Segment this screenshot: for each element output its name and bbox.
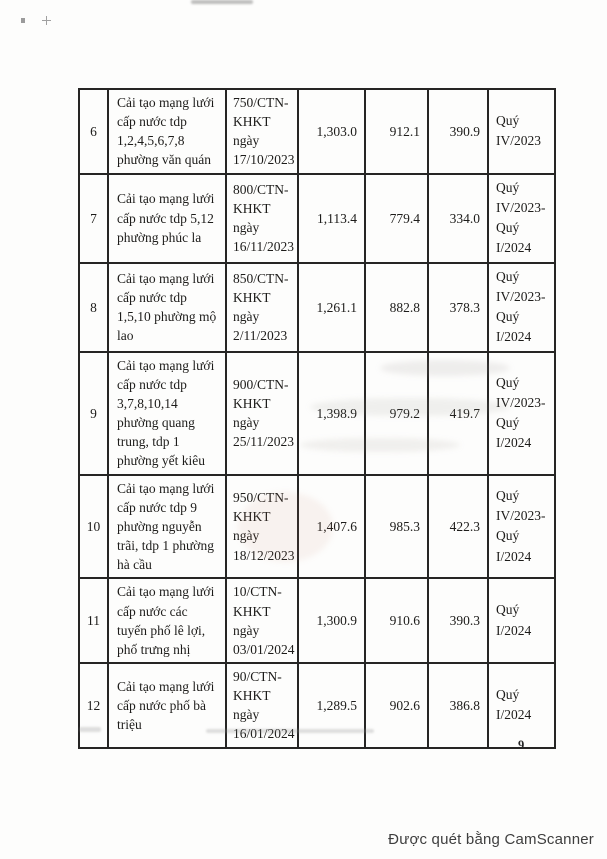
cell-value-2: 979.2: [364, 350, 429, 476]
ink-bleed-artifact: [380, 360, 510, 376]
cell-row-number: 12: [78, 661, 109, 749]
cell-value-2: 882.8: [364, 261, 429, 353]
cell-period: Quý IV/2023- Quý I/2024: [487, 172, 556, 264]
cell-value-3: 334.0: [427, 172, 489, 264]
table-row: 9 Cải tạo mạng lưới cấp nước tdp 3,7,8,1…: [78, 350, 556, 476]
cell-period: Quý I/2024: [487, 577, 556, 664]
scan-streak: [206, 729, 374, 733]
cell-description: Cải tạo mạng lưới cấp nước tdp 5,12 phườ…: [107, 172, 227, 264]
cell-doc-ref: 900/CTN- KHKT ngày 25/11/2023: [225, 350, 299, 476]
cell-value-2: 779.4: [364, 172, 429, 264]
cell-doc-ref: 850/CTN- KHKT ngày 2/11/2023: [225, 261, 299, 353]
cell-value-1: 1,398.9: [297, 350, 366, 476]
scan-plus-mark-icon: [42, 16, 51, 25]
cell-description: Cải tạo mạng lưới cấp nước các tuyến phố…: [107, 577, 227, 664]
cell-value-1: 1,261.1: [297, 261, 366, 353]
cell-doc-ref: 750/CTN- KHKT ngày 17/10/2023: [225, 88, 299, 175]
cell-row-number: 7: [78, 172, 109, 264]
cell-doc-ref: 10/CTN- KHKT ngày 03/01/2024: [225, 577, 299, 664]
table-row: 10 Cải tạo mạng lưới cấp nước tdp 9 phườ…: [78, 473, 556, 580]
ink-bleed-artifact: [238, 492, 333, 562]
cell-value-3: 378.3: [427, 261, 489, 353]
cell-value-1: 1,303.0: [297, 88, 366, 175]
cell-value-2: 910.6: [364, 577, 429, 664]
cell-value-3: 390.3: [427, 577, 489, 664]
cell-value-1: 1,407.6: [297, 473, 366, 580]
cell-row-number: 9: [78, 350, 109, 476]
cell-doc-ref: 90/CTN- KHKT ngày 16/01/2024: [225, 661, 299, 749]
cell-value-3: 386.8: [427, 661, 489, 749]
scan-speck-icon: [21, 18, 25, 23]
ink-bleed-artifact: [300, 438, 460, 452]
scan-streak: [79, 727, 101, 732]
cell-row-number: 6: [78, 88, 109, 175]
cell-value-1: 1,300.9: [297, 577, 366, 664]
project-schedule-table: 6 Cải tạo mạng lưới cấp nước tdp 1,2,4,5…: [78, 88, 556, 749]
cell-description: Cải tạo mạng lưới cấp nước tdp 9 phường …: [107, 473, 227, 580]
cell-period: Quý IV/2023: [487, 88, 556, 175]
cell-value-1: 1,113.4: [297, 172, 366, 264]
cell-value-3: 390.9: [427, 88, 489, 175]
cell-value-2: 985.3: [364, 473, 429, 580]
scan-smudge: [191, 0, 253, 4]
camscanner-watermark: Được quét bằng CamScanner: [388, 831, 594, 848]
cell-value-3: 422.3: [427, 473, 489, 580]
cell-row-number: 10: [78, 473, 109, 580]
table-row: 8 Cải tạo mạng lưới cấp nước tdp 1,5,10 …: [78, 261, 556, 353]
cell-value-2: 912.1: [364, 88, 429, 175]
cell-period: Quý IV/2023- Quý I/2024: [487, 473, 556, 580]
cell-period: Quý IV/2023- Quý I/2024: [487, 261, 556, 353]
cell-period: Quý I/2024: [487, 661, 556, 749]
project-table-body: 6 Cải tạo mạng lưới cấp nước tdp 1,2,4,5…: [78, 88, 556, 749]
cell-description: Cải tạo mạng lưới cấp nước phố bà triệu: [107, 661, 227, 749]
cell-period: Quý IV/2023- Quý I/2024: [487, 350, 556, 476]
table-row: 11 Cải tạo mạng lưới cấp nước các tuyến …: [78, 577, 556, 664]
cell-value-3: 419.7: [427, 350, 489, 476]
cell-description: Cải tạo mạng lưới cấp nước tdp 3,7,8,10,…: [107, 350, 227, 476]
page-number: 9: [518, 738, 525, 752]
cell-row-number: 8: [78, 261, 109, 353]
ink-bleed-artifact: [310, 398, 510, 416]
table-row: 12 Cải tạo mạng lưới cấp nước phố bà tri…: [78, 661, 556, 749]
cell-description: Cải tạo mạng lưới cấp nước tdp 1,2,4,5,6…: [107, 88, 227, 175]
cell-value-1: 1,289.5: [297, 661, 366, 749]
cell-doc-ref: 800/CTN- KHKT ngày 16/11/2023: [225, 172, 299, 264]
cell-doc-ref: 950/CTN- KHKT ngày 18/12/2023: [225, 473, 299, 580]
cell-row-number: 11: [78, 577, 109, 664]
table-row: 7 Cải tạo mạng lưới cấp nước tdp 5,12 ph…: [78, 172, 556, 264]
cell-value-2: 902.6: [364, 661, 429, 749]
table-row: 6 Cải tạo mạng lưới cấp nước tdp 1,2,4,5…: [78, 88, 556, 175]
cell-description: Cải tạo mạng lưới cấp nước tdp 1,5,10 ph…: [107, 261, 227, 353]
